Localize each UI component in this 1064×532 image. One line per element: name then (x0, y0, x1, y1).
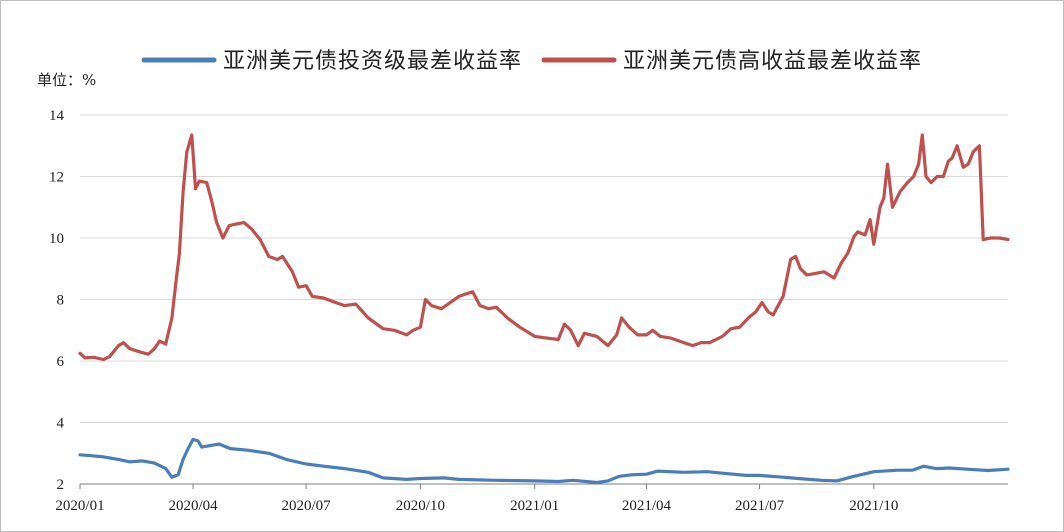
x-tick-label: 2021/07 (735, 498, 785, 514)
y-tick-label: 12 (49, 170, 64, 186)
y-tick-label: 6 (57, 354, 65, 370)
x-tick-label: 2020/04 (168, 498, 218, 514)
y-tick-label: 8 (57, 293, 65, 309)
x-tick-label: 2020/07 (282, 498, 332, 514)
series-lines (78, 133, 1010, 485)
x-tick-label: 2021/04 (622, 498, 672, 514)
unit-label: 单位：% (37, 71, 96, 89)
x-tick-label: 2020/10 (396, 498, 445, 514)
legend: 亚洲美元债投资级最差收益率 亚洲美元债高收益最差收益率 (141, 49, 922, 74)
gridlines (80, 114, 1008, 485)
y-tick-label: 4 (57, 416, 65, 432)
legend-label-investment-grade: 亚洲美元债投资级最差收益率 (223, 49, 522, 74)
x-axis-ticks: 2020/01 2020/04 2020/07 2020/10 2021/01 2021/… (55, 484, 898, 514)
y-tick-label: 10 (49, 231, 64, 247)
y-tick-label: 2 (57, 477, 65, 493)
x-tick-label: 2021/01 (510, 498, 559, 514)
series-line-high-yield (78, 133, 1010, 362)
y-tick-label: 14 (49, 108, 65, 124)
legend-label-high-yield: 亚洲美元债高收益最差收益率 (623, 49, 922, 74)
series-line-investment-grade (78, 437, 1010, 485)
y-axis-ticks: 2 4 6 8 10 12 14 (49, 108, 65, 493)
x-tick-label: 2021/10 (849, 498, 898, 514)
x-tick-label: 2020/01 (55, 498, 104, 514)
